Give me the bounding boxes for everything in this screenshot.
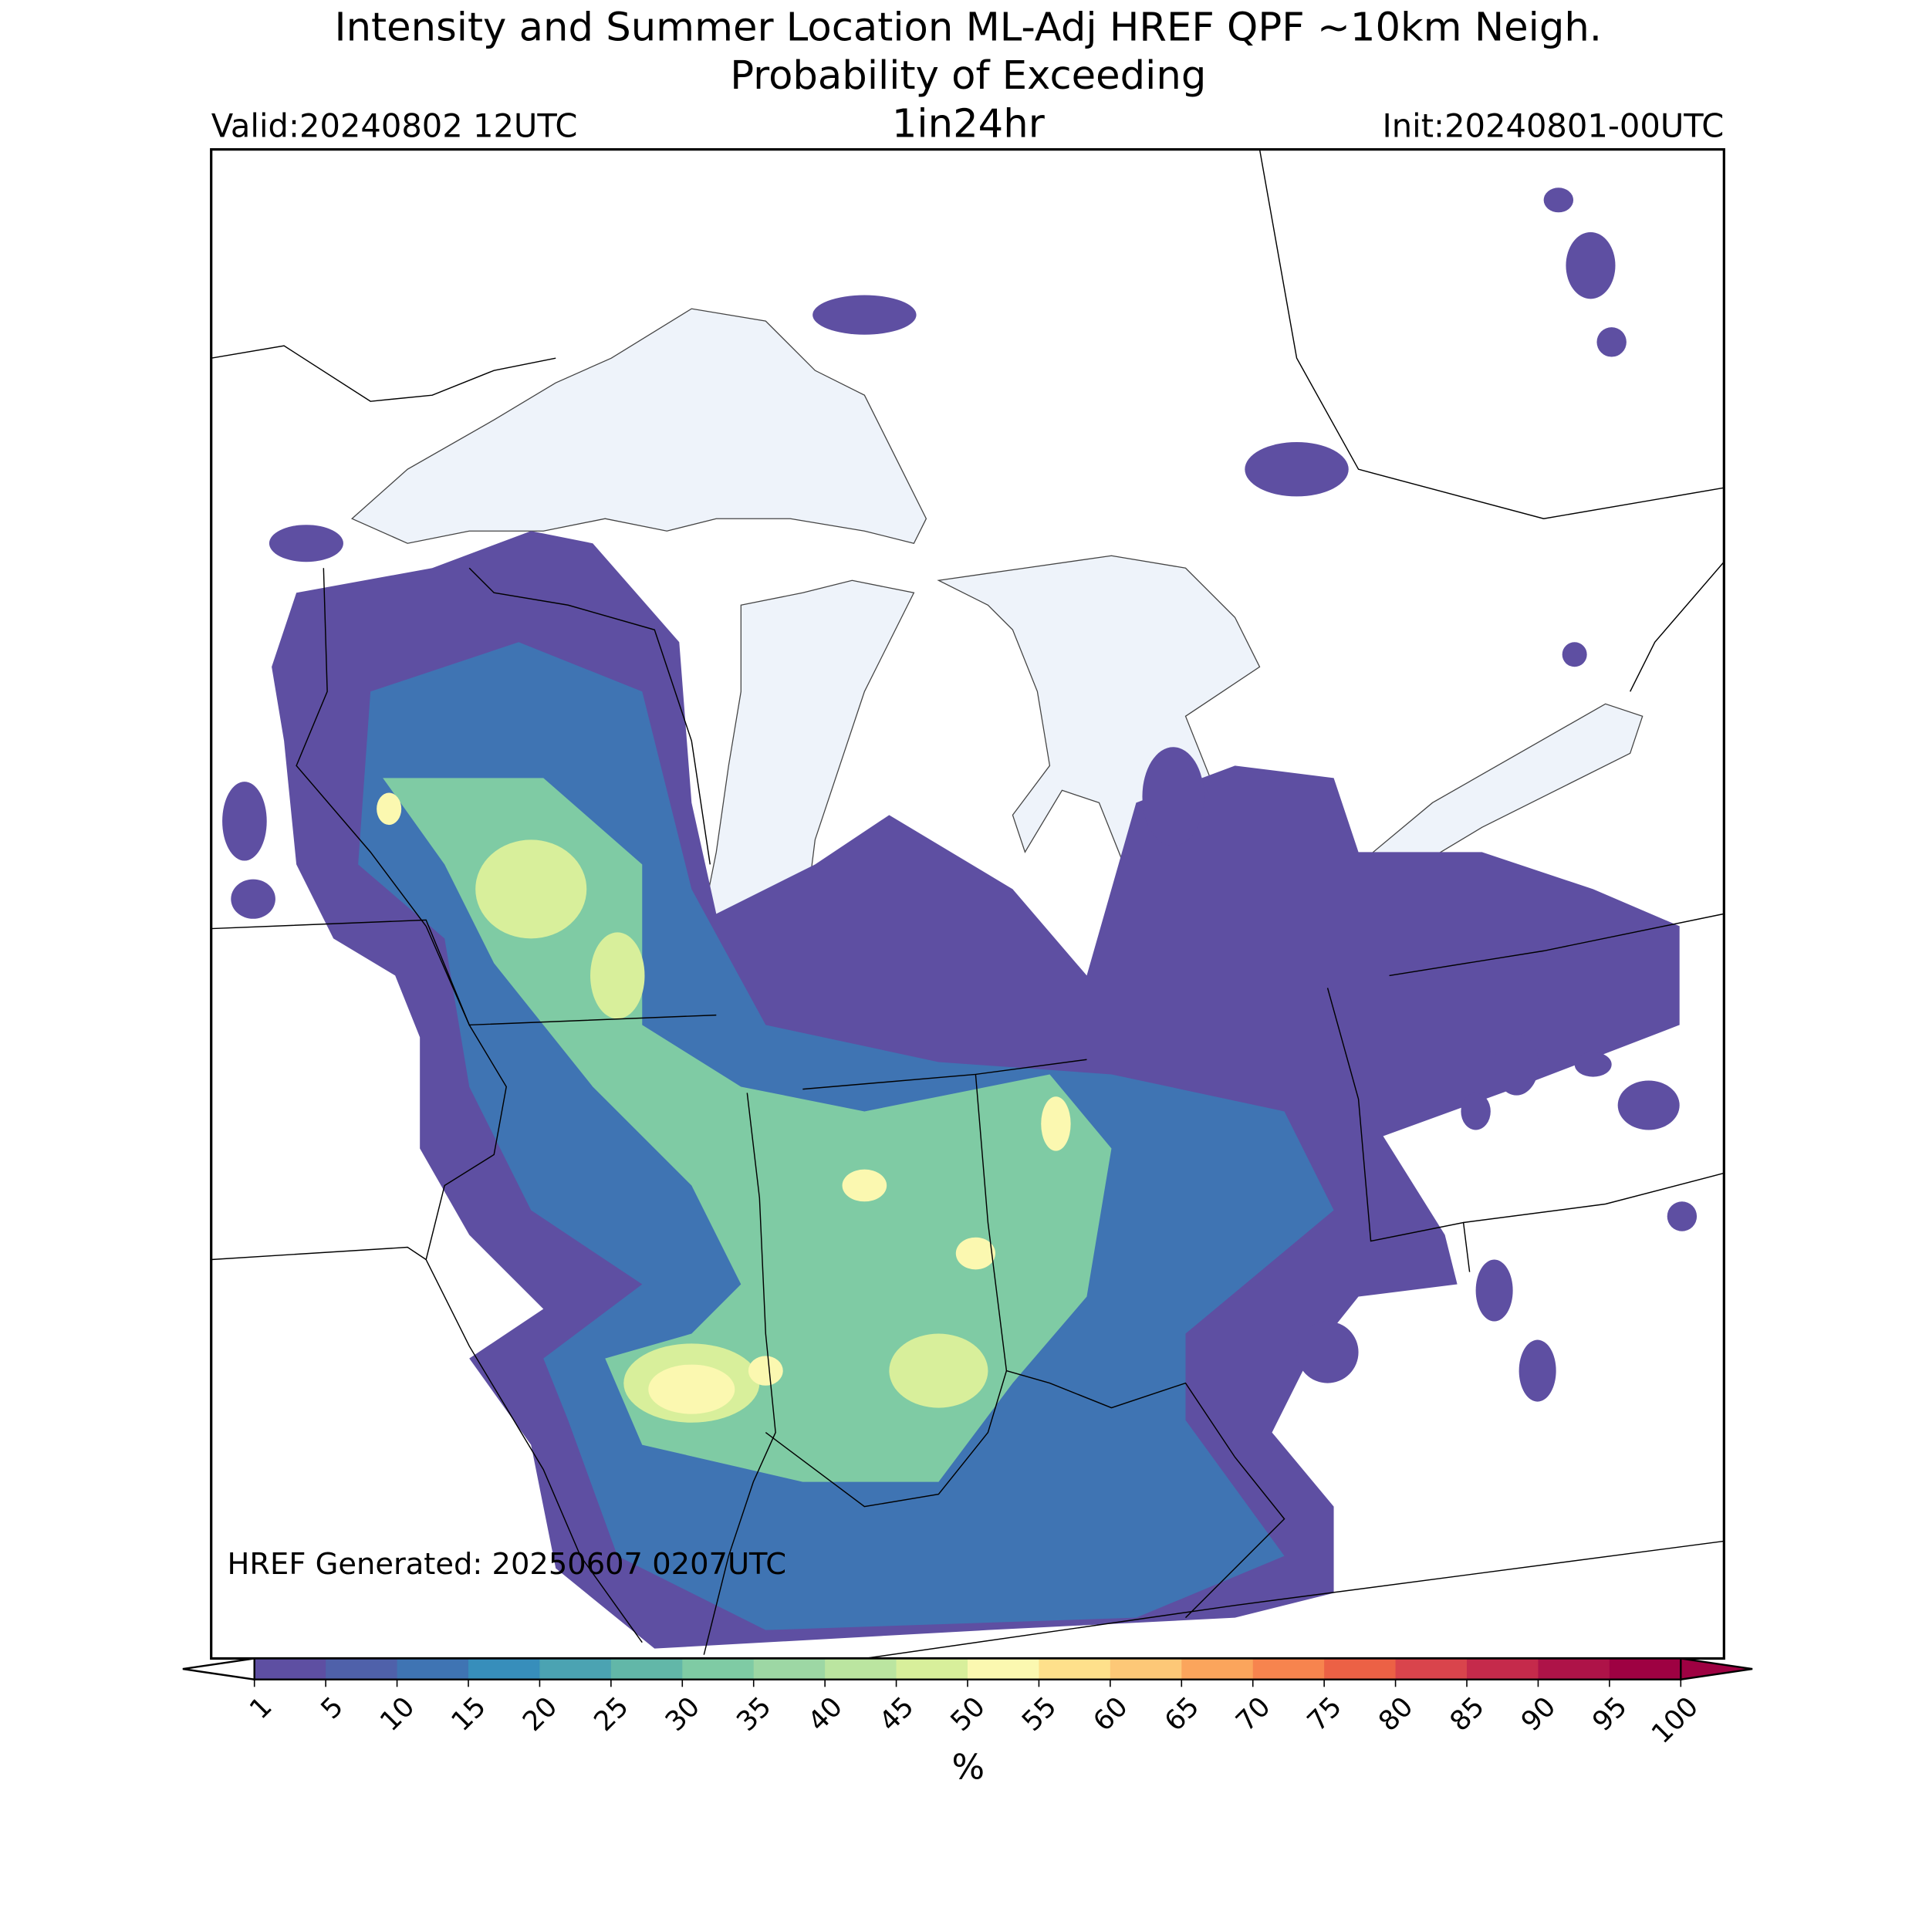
colorbar-segment [1467, 1658, 1539, 1680]
prob-area [1461, 1093, 1491, 1130]
border [864, 1540, 1725, 1659]
colorbar-tick-label: 15 [445, 1690, 492, 1738]
colorbar-tick-label: 1 [244, 1690, 279, 1725]
colorbar-segment [1110, 1658, 1182, 1680]
border [296, 568, 427, 927]
colorbar-tick-label: 30 [659, 1690, 706, 1738]
prob-area [648, 1364, 735, 1414]
colorbar-tick-label: 5 [315, 1690, 350, 1725]
border [211, 919, 717, 1026]
colorbar-tick-label: 50 [944, 1690, 992, 1738]
colorbar-segment [753, 1658, 826, 1680]
colorbar-segment [326, 1658, 398, 1680]
prob-area [1596, 327, 1627, 357]
init-time: Init:20240801-00UTC [1383, 106, 1725, 144]
colorbar-tick-label: 75 [1301, 1690, 1348, 1738]
border [1630, 561, 1725, 692]
colorbar-segment [610, 1658, 683, 1680]
colorbar-tick-label: 40 [802, 1690, 849, 1738]
prob-area [889, 1333, 988, 1408]
colorbar-segment [968, 1658, 1039, 1680]
colorbar-segment [1181, 1658, 1254, 1680]
colorbar: 1 5 10 15 20 25 30 35 40 45 50 55 60 65 70 75 80 85 90 95 10… [182, 1657, 1753, 1750]
border [703, 1093, 776, 1655]
border [1326, 988, 1471, 1272]
colorbar-segment [1538, 1658, 1610, 1680]
prob-area [812, 295, 917, 335]
subtitle: Probability of Exceeding [730, 52, 1206, 99]
map [210, 148, 1725, 1660]
prob-area [475, 839, 587, 939]
prob-area [377, 792, 402, 826]
valid-time: Valid:20240802 12UTC [211, 106, 578, 144]
prob-area [1142, 747, 1204, 846]
lake-superior [350, 308, 927, 544]
prob-area [955, 1237, 996, 1270]
prob-area [1296, 1321, 1359, 1383]
colorbar-tick-label: 55 [1016, 1690, 1063, 1738]
prob-area [1667, 1201, 1698, 1231]
colorbar-segment [1039, 1658, 1111, 1680]
border [425, 926, 643, 1643]
colorbar-segment [1395, 1658, 1468, 1680]
colorbar-segment [539, 1658, 612, 1680]
colorbar-segment [397, 1658, 469, 1680]
colorbar-segment [468, 1658, 540, 1680]
period: 1in24hr [892, 100, 1046, 147]
colorbar-tick-label: 70 [1230, 1690, 1277, 1738]
colorbar-segment [1609, 1658, 1681, 1680]
colorbar-segment [1324, 1658, 1397, 1680]
title: Intensity and Summer Location ML-Adj HRE… [334, 4, 1602, 50]
prob-area [1041, 1096, 1071, 1151]
colorbar-segment [254, 1658, 326, 1680]
border [211, 1246, 427, 1261]
border [765, 1370, 1008, 1508]
prob-area [748, 1356, 783, 1386]
prob-area [1566, 231, 1616, 299]
colorbar-tick-label: 45 [873, 1690, 921, 1738]
prob-area [1475, 1259, 1513, 1322]
border [1463, 1172, 1725, 1224]
prob-area [222, 782, 267, 861]
colorbar-segment [1252, 1658, 1325, 1680]
prob-area [1245, 441, 1349, 497]
colorbar-tick-label: 65 [1158, 1690, 1205, 1738]
prob-area [1574, 1052, 1612, 1077]
lake-ontario [1356, 703, 1644, 865]
generated-note: HREF Generated: 20250607 0207UTC [227, 1547, 786, 1582]
border [975, 1074, 1285, 1619]
prob-area [1543, 187, 1574, 213]
colorbar-tick-label: 85 [1444, 1690, 1491, 1738]
colorbar-segment [682, 1658, 755, 1680]
colorbar-tick-label: 80 [1373, 1690, 1420, 1738]
colorbar-label: % [952, 1747, 985, 1788]
prob-area [1519, 1339, 1556, 1402]
prob-area [842, 1169, 887, 1202]
border [468, 567, 711, 865]
border [211, 345, 556, 402]
prob-area [1494, 1033, 1539, 1096]
colorbar-tick-label: 25 [588, 1690, 635, 1738]
prob-area [590, 932, 645, 1019]
colorbar-tick-label: 100 [1646, 1690, 1705, 1750]
prob-area [269, 525, 343, 562]
prob-area [1617, 1080, 1680, 1130]
border [1389, 913, 1725, 977]
colorbar-tick-label: 10 [374, 1690, 421, 1738]
colorbar-segment [896, 1658, 968, 1680]
colorbar-tick-label: 35 [731, 1690, 778, 1738]
colorbar-over [1680, 1657, 1753, 1681]
border [1258, 149, 1725, 519]
colorbar-tick-label: 90 [1515, 1690, 1562, 1738]
prob-area [383, 778, 1112, 1482]
prob-area [231, 879, 275, 919]
colorbar-tick-label: 95 [1586, 1690, 1633, 1738]
colorbar-tick-label: 20 [517, 1690, 564, 1738]
prob-area [1562, 642, 1587, 667]
colorbar-under [182, 1657, 255, 1681]
colorbar-tick-label: 60 [1087, 1690, 1134, 1738]
colorbar-segment [825, 1658, 897, 1680]
